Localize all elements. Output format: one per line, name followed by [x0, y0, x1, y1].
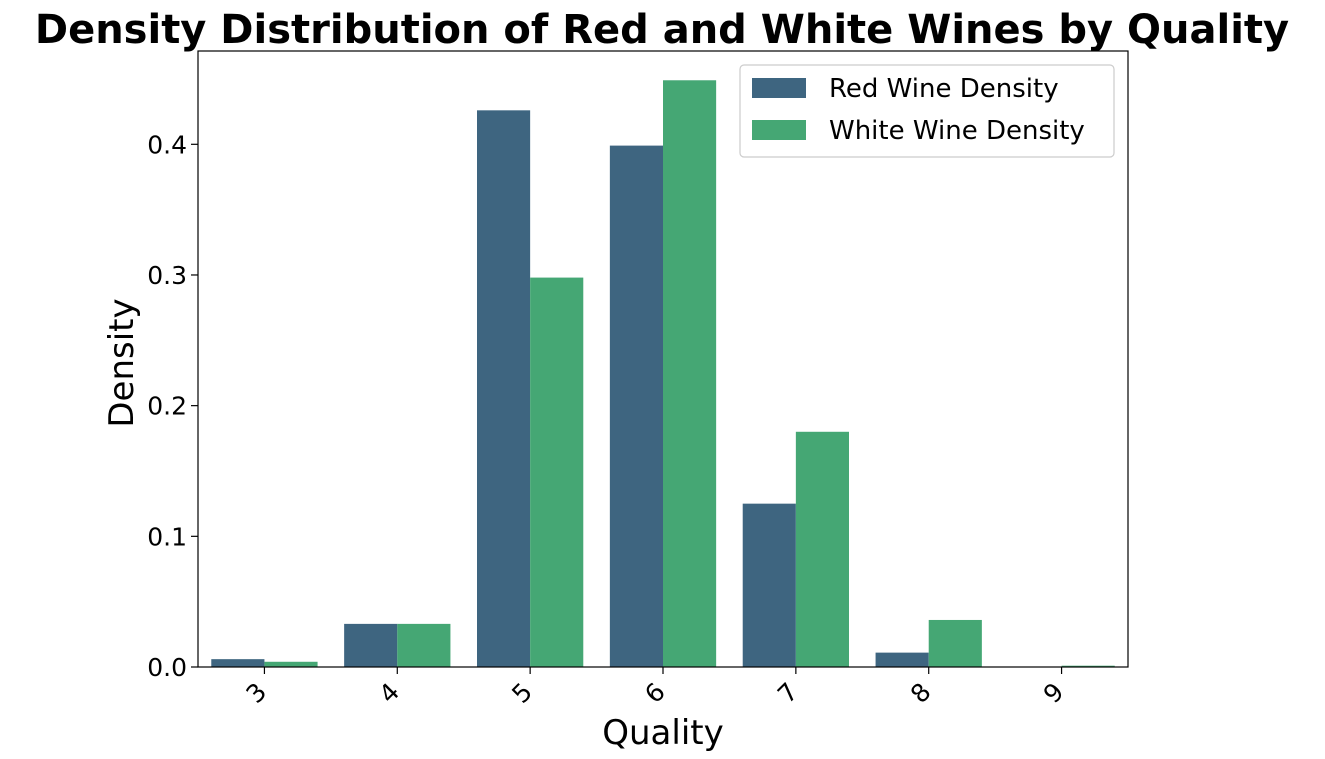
bar-white-quality-7	[795, 431, 849, 667]
bar-white-quality-6	[663, 80, 717, 667]
bar-white-quality-5	[530, 277, 584, 667]
legend-box	[739, 64, 1115, 158]
y-tick-label: 0.2	[147, 392, 187, 421]
chart-title: Density Distribution of Red and White Wi…	[35, 7, 1289, 53]
x-tick-label: 7	[772, 677, 804, 709]
bar-red-quality-4	[344, 623, 398, 667]
x-axis: 3 4 5 6 7 8 9	[241, 667, 1070, 709]
bar-red-quality-6	[609, 145, 663, 667]
x-tick-label: 5	[506, 677, 538, 709]
bar-white-quality-9	[1061, 665, 1115, 667]
bar-white-quality-3	[264, 661, 318, 667]
legend-swatch-red	[752, 78, 806, 98]
bar-white-quality-8	[928, 619, 982, 667]
x-tick-label: 4	[373, 677, 405, 709]
x-axis-label: Quality	[602, 713, 724, 753]
bar-red-quality-5	[477, 110, 531, 667]
y-axis-label: Density	[102, 298, 142, 427]
legend-label-white: White Wine Density	[829, 116, 1085, 146]
x-tick-label: 8	[905, 677, 937, 709]
bar-red-quality-8	[875, 652, 929, 667]
y-tick-label: 0.1	[147, 522, 187, 551]
y-tick-label: 0.0	[147, 653, 187, 682]
legend-swatch-white	[752, 120, 806, 140]
y-tick-label: 0.4	[147, 130, 187, 159]
legend-label-red: Red Wine Density	[829, 74, 1059, 104]
x-tick-label: 9	[1038, 677, 1070, 709]
bar-white-quality-4	[397, 623, 451, 667]
y-tick-label: 0.3	[147, 261, 187, 290]
y-axis: 0.0 0.1 0.2 0.3 0.4	[147, 130, 198, 682]
bar-red-quality-7	[742, 503, 796, 667]
bar-red-quality-3	[211, 659, 265, 667]
bars-group	[211, 80, 1115, 667]
x-tick-label: 6	[639, 677, 671, 709]
x-tick-label: 3	[241, 677, 273, 709]
legend: Red Wine Density White Wine Density	[739, 64, 1115, 158]
